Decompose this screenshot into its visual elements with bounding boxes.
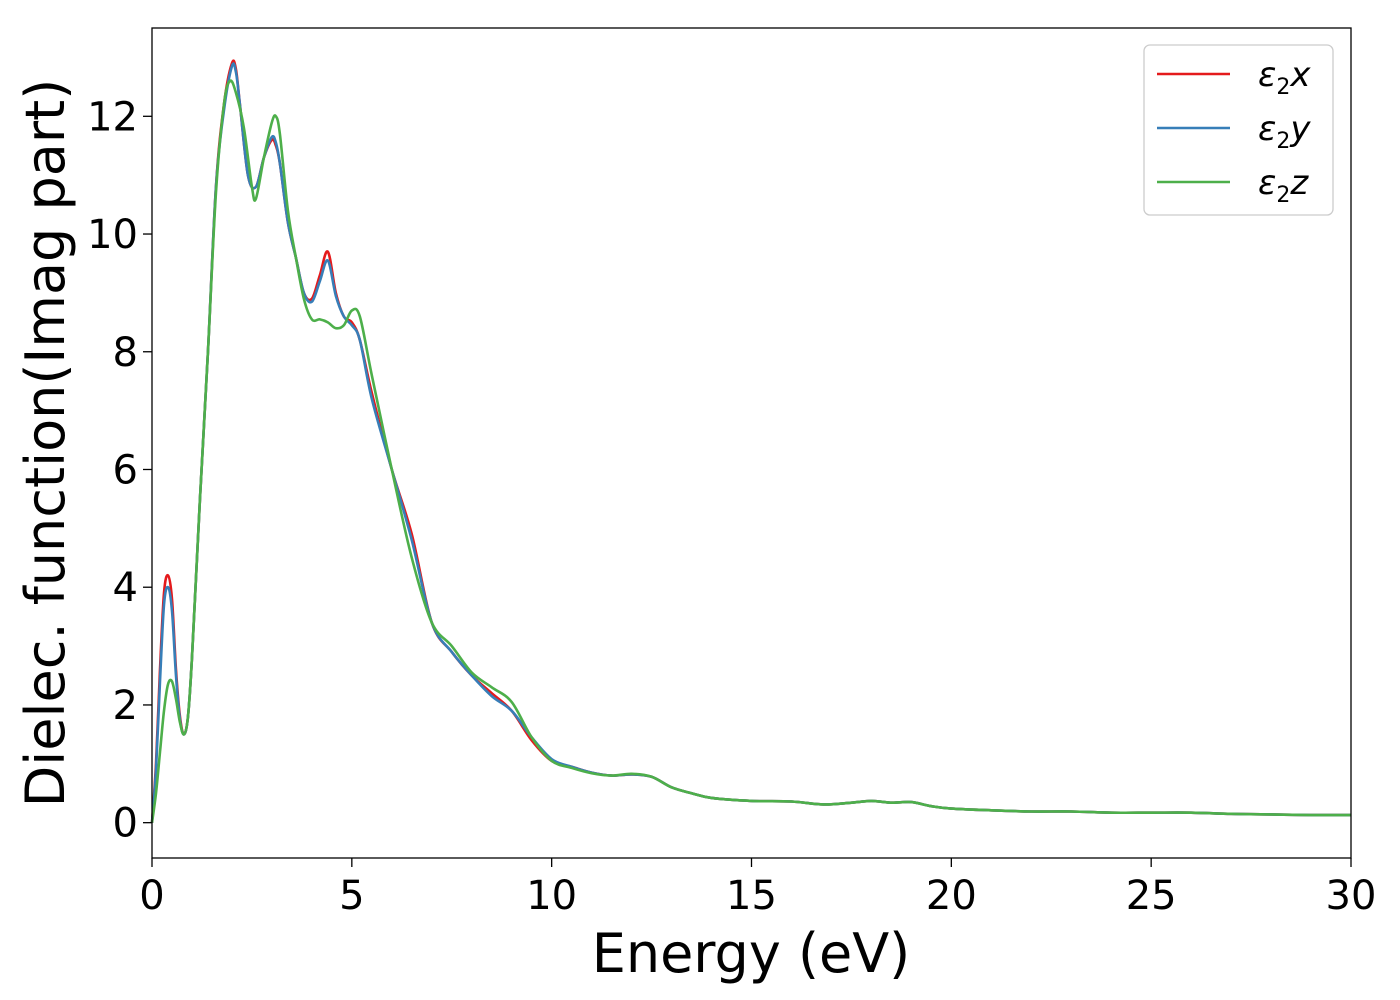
x-tick-label: 0 — [139, 873, 164, 919]
plot-lines — [150, 59, 1352, 823]
y-tick-label: 8 — [113, 330, 138, 376]
y-tick-label: 0 — [113, 801, 138, 847]
x-tick-label: 20 — [926, 873, 977, 919]
y-tick-label: 2 — [113, 683, 138, 729]
legend-label-1: ε2x — [1258, 55, 1311, 100]
legend-box — [1143, 44, 1334, 216]
x-tick-label: 30 — [1326, 873, 1377, 919]
y-tick-label: 10 — [87, 212, 138, 258]
x-axis: 0 5 10 15 20 25 30 — [139, 858, 1376, 919]
x-tick-label: 5 — [339, 873, 364, 919]
series-line-3 — [150, 79, 1352, 823]
y-tick-label: 12 — [87, 94, 138, 140]
y-tick-label: 4 — [113, 565, 138, 611]
x-tick-label: 15 — [726, 873, 777, 919]
y-axis: 0 2 4 6 8 10 12 — [87, 94, 152, 847]
y-axis-label: Dielec. function(Imag part) — [14, 79, 77, 808]
x-axis-label: Energy (eV) — [592, 922, 911, 985]
legend-label-2: ε2y — [1258, 109, 1311, 154]
legend: ε2x ε2y ε2z — [1143, 44, 1334, 216]
x-tick-label: 10 — [526, 873, 577, 919]
legend-label-3: ε2z — [1258, 163, 1309, 208]
y-tick-label: 6 — [113, 447, 138, 493]
x-tick-label: 25 — [1126, 873, 1177, 919]
